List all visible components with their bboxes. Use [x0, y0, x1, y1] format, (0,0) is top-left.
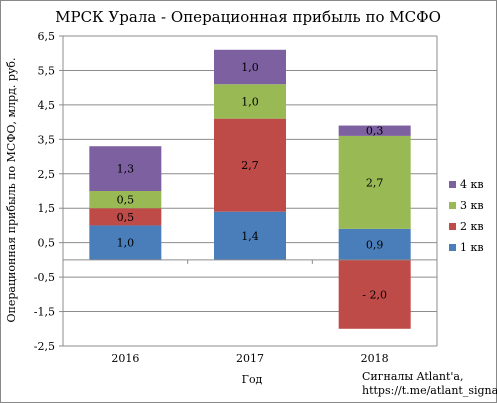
y-tick-label: -2,5 [34, 340, 55, 353]
y-axis-ticks: -2,5 -1,5 -0,5 0,5 1,5 2,5 3,5 4,5 5,5 6,5 [34, 30, 63, 353]
legend-swatch [449, 223, 456, 230]
y-tick-label: 4,5 [38, 99, 56, 112]
y-tick-label: 0,5 [38, 237, 56, 250]
bar-segment [338, 125, 411, 136]
bar-data-label: 0,9 [366, 238, 384, 251]
legend-label: 1 кв [460, 241, 484, 254]
bar-segment [89, 191, 162, 209]
legend-swatch [449, 202, 456, 209]
x-tick-label: 2016 [111, 352, 139, 365]
bar-data-label: 2,7 [366, 176, 384, 189]
bar-segment [89, 225, 162, 260]
bar-data-label: 1,0 [241, 61, 259, 74]
credit-line-1: Сигналы Atlant'a, [362, 370, 463, 383]
bar-segment [338, 259, 411, 329]
bar-segment [89, 146, 162, 191]
bar-data-label: 0,3 [366, 125, 384, 138]
bar-data-label: 1,0 [117, 237, 135, 250]
y-tick-label: 2,5 [38, 168, 56, 181]
x-tick-label: 2018 [361, 352, 389, 365]
bar-data-label: 0,5 [117, 211, 135, 224]
bar-segment [214, 118, 286, 212]
y-tick-label: 1,5 [38, 202, 56, 215]
y-tick-label: -0,5 [34, 271, 55, 284]
bar-segment [338, 135, 411, 229]
legend-swatch [449, 181, 456, 188]
legend-swatch [449, 244, 456, 251]
y-tick-label: 3,5 [38, 133, 56, 146]
bar-data-label: 1,0 [241, 95, 259, 108]
y-tick-label: -1,5 [34, 306, 55, 319]
bars: 1,0 0,5 0,5 1,3 1,4 2,7 1,0 1,0 0,9 - 2,0 2,7 0,3 [89, 49, 411, 329]
legend: 4 кв 3 кв 2 кв 1 кв [449, 178, 484, 254]
bar-data-label: 1,4 [241, 230, 259, 243]
bar-segment [89, 208, 162, 226]
y-tick-label: 5,5 [38, 64, 56, 77]
x-tick-label: 2017 [236, 352, 264, 365]
legend-label: 3 кв [460, 199, 484, 212]
y-tick-label: 6,5 [38, 30, 56, 43]
bar-segment [214, 84, 286, 119]
bar-segment [214, 211, 286, 260]
bar-data-label: 0,5 [117, 194, 135, 207]
bar-data-label: - 2,0 [362, 288, 387, 301]
legend-label: 4 кв [460, 178, 484, 191]
credit-line-2: https://t.me/atlant_signals [362, 384, 497, 397]
axes [62, 36, 438, 346]
bar-data-label: 1,3 [117, 163, 135, 176]
y-axis-title: Операционная прибыль по МСФО, млрд. руб. [5, 58, 18, 323]
bar-segment [338, 228, 411, 260]
x-axis-ticks: 2016 2017 2018 [62, 259, 438, 365]
legend-label: 2 кв [460, 220, 484, 233]
bar-data-label: 2,7 [241, 159, 259, 172]
x-axis-title: Год [242, 373, 263, 386]
chart-title: МРСК Урала - Операционная прибыль по МСФ… [55, 8, 441, 26]
bar-segment [214, 49, 286, 85]
